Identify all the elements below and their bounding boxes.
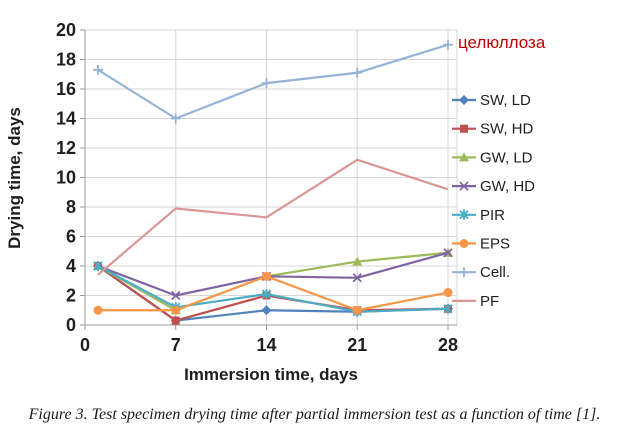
triangle-marker-icon — [459, 152, 469, 162]
plus-marker-icon — [92, 64, 103, 75]
diamond-marker-icon — [261, 305, 272, 316]
x-tick-label-21: 21 — [347, 335, 367, 355]
x-marker-icon — [352, 273, 362, 283]
legend-item-gw-hd: GW, HD — [452, 178, 535, 195]
x-axis-title: Immersion time, days — [184, 365, 358, 384]
legend-item-gw-ld: GW, LD — [452, 149, 533, 166]
plus-marker-icon — [170, 113, 181, 124]
circle-marker-icon — [443, 288, 453, 298]
legend-label: GW, HD — [480, 178, 535, 195]
y-tick-label-14: 14 — [56, 109, 76, 129]
legend-label: EPS — [480, 236, 510, 253]
asterisk-marker-icon — [443, 303, 453, 314]
legend-label: SW, LD — [480, 92, 531, 109]
legend-label: PF — [480, 293, 499, 310]
legend-item-sw-hd: SW, HD — [452, 121, 534, 138]
circle-marker-icon — [171, 305, 181, 315]
y-tick-label-6: 6 — [66, 227, 76, 247]
diamond-marker-icon — [459, 95, 469, 105]
legend-item-cell: Cell. — [452, 264, 510, 281]
y-tick-label-16: 16 — [56, 79, 76, 99]
y-tick-label-0: 0 — [66, 315, 76, 335]
series-line-cell — [97, 43, 449, 120]
series-pf — [97, 158, 449, 276]
y-tick-label-2: 2 — [66, 286, 76, 306]
chart-svg: 0 2 4 6 8 10 12 14 16 18 20 0 7 14 21 28 Drying time, da… — [5, 20, 546, 384]
y-axis-title: Drying time, days — [5, 107, 24, 249]
axes — [80, 29, 457, 330]
series-line-gw-hd — [97, 251, 449, 297]
circle-marker-icon — [93, 305, 103, 315]
gridlines — [85, 29, 458, 325]
x-tick-label-7: 7 — [171, 335, 181, 355]
series-line-pf — [97, 158, 449, 276]
asterisk-marker-icon — [459, 209, 469, 220]
annotation-cellulose: целюллоза — [458, 33, 546, 52]
circle-marker-icon — [262, 271, 271, 281]
circle-marker-icon — [352, 305, 362, 315]
plus-marker-icon — [443, 39, 453, 50]
y-tick-label-20: 20 — [56, 20, 76, 40]
x-tick-label-0: 0 — [80, 335, 90, 355]
legend-item-pir: PIR — [452, 207, 505, 224]
legend-item-eps: EPS — [452, 236, 510, 253]
series-eps — [93, 271, 453, 315]
series-gw-ld — [92, 247, 453, 315]
y-tick-label-18: 18 — [56, 50, 76, 70]
x-marker-icon — [443, 248, 453, 258]
plus-marker-icon — [261, 78, 272, 89]
x-tick-label-28: 28 — [438, 335, 458, 355]
asterisk-marker-icon — [261, 289, 272, 300]
x-tick-label-14: 14 — [256, 335, 276, 355]
legend: SW, LD SW, HD GW, LD GW, HD PIR EPS Cell. PF — [452, 92, 535, 310]
y-tick-label-8: 8 — [66, 197, 76, 217]
legend-item-pf: PF — [452, 293, 499, 310]
y-tick-label-10: 10 — [56, 168, 76, 188]
square-marker-icon — [171, 316, 180, 325]
triangle-marker-icon — [352, 256, 363, 266]
square-marker-icon — [460, 124, 468, 133]
plus-marker-icon — [352, 67, 363, 78]
series-line-pir — [97, 265, 449, 313]
y-tick-label-4: 4 — [66, 256, 76, 276]
figure-caption: Figure 3. Test specimen drying time afte… — [28, 406, 601, 423]
series-pir — [93, 261, 453, 317]
circle-marker-icon — [459, 239, 469, 248]
legend-item-sw-ld: SW, LD — [452, 92, 531, 109]
legend-label: GW, LD — [480, 149, 533, 166]
series-cell — [92, 39, 453, 124]
legend-label: PIR — [480, 207, 505, 224]
x-marker-icon — [171, 290, 181, 301]
x-marker-icon — [459, 181, 469, 191]
drying-time-chart: 0 2 4 6 8 10 12 14 16 18 20 0 7 14 21 28 Drying time, da… — [5, 20, 546, 384]
tick-labels: 0 2 4 6 8 10 12 14 16 18 20 0 7 14 21 28 — [56, 20, 458, 355]
asterisk-marker-icon — [93, 261, 103, 271]
y-tick-label-12: 12 — [56, 138, 76, 158]
legend-label: Cell. — [480, 264, 510, 281]
plus-marker-icon — [459, 267, 469, 278]
legend-label: SW, HD — [480, 121, 534, 138]
